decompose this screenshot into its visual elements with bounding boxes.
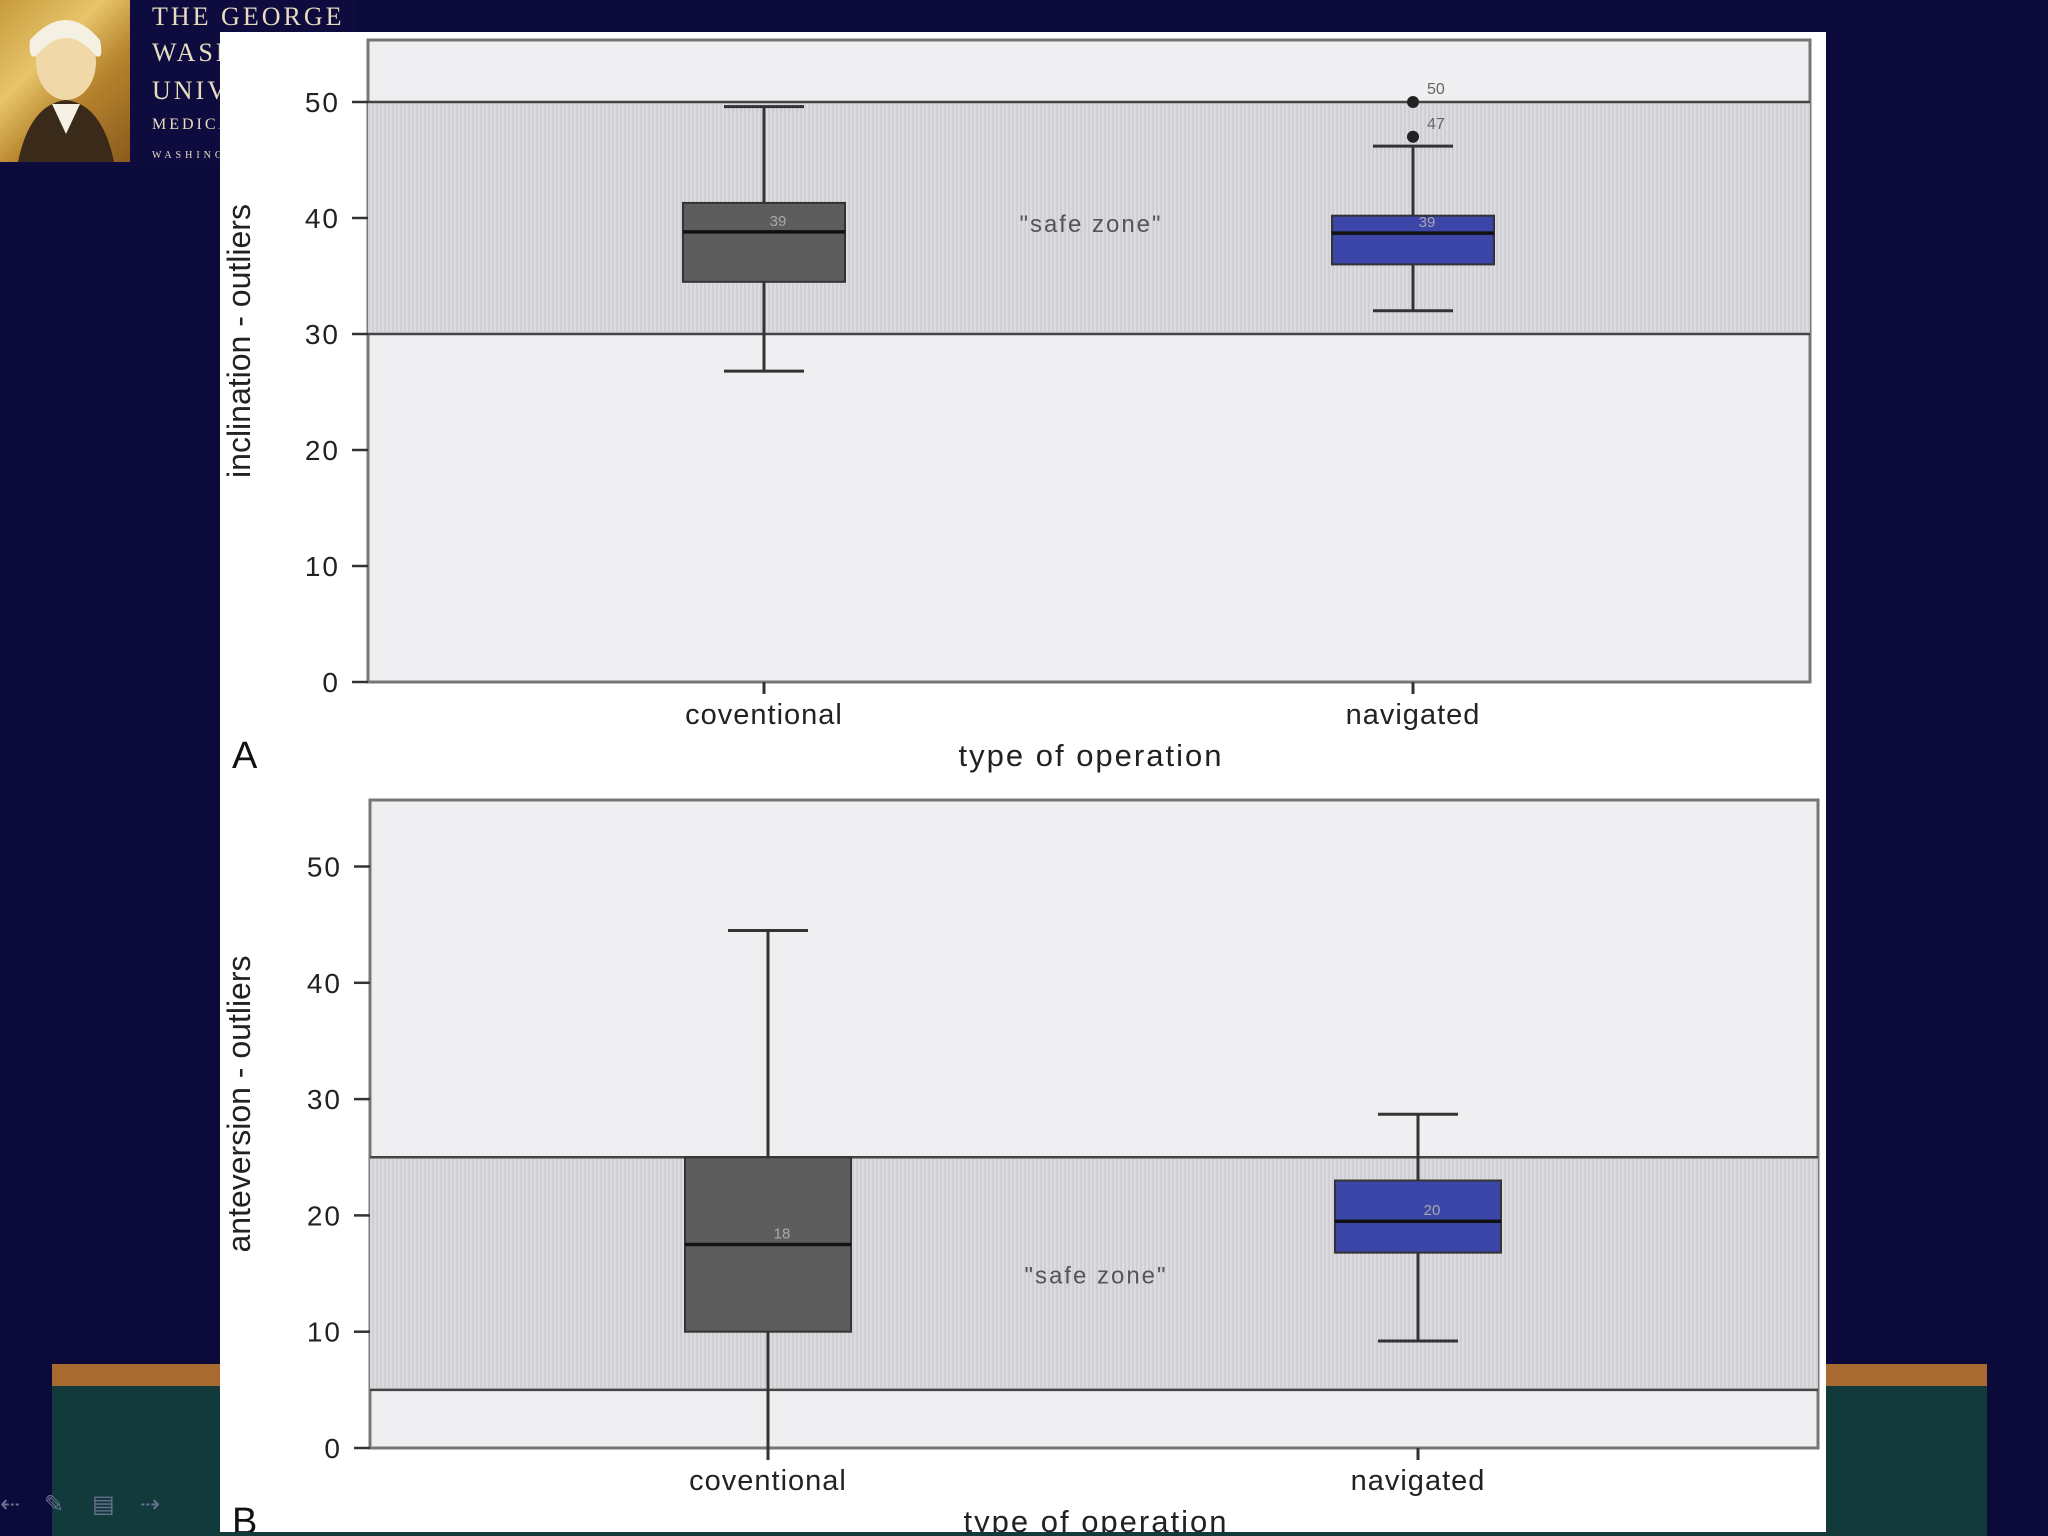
university-logo: THE GEORGE WASHINGTON UNIVERSITY MEDICAL…	[0, 0, 354, 166]
panel-b-panel-letter: B	[232, 1501, 257, 1532]
panel-b-safe-zone-label: "safe zone"	[1024, 1263, 1167, 1290]
panel-b-y-tick-label-20: 20	[307, 1200, 342, 1231]
logo-line-5: WASHINGTON DC	[152, 150, 283, 161]
panel-a-y-tick-label-0: 0	[322, 667, 340, 698]
next-slide-icon[interactable]: ⇢	[140, 1491, 161, 1518]
panel-a-navigated-outlier-label-50: 50	[1427, 81, 1445, 98]
panel-b-y-tick-label-30: 30	[307, 1084, 342, 1115]
panel-a-y-axis-label: inclination - outliers	[221, 204, 257, 478]
panel-a-coventional-box	[682, 201, 846, 283]
panel-b-navigated-median-label: 20	[1424, 1202, 1441, 1219]
panel-b-safe-zone-band	[370, 1157, 1818, 1390]
previous-slide-icon[interactable]: ⇠	[0, 1491, 21, 1518]
box-plot-svg: "safe zone" 0 10 20 30 40 50 inclination - outl…	[221, 38, 1820, 1532]
menu-icon[interactable]: ▤	[92, 1491, 115, 1518]
panel-a-coventional-median-label: 39	[770, 213, 787, 230]
panel-a-navigated-outlier-47	[1407, 130, 1419, 143]
panel-a-y-tick-label-30: 30	[305, 319, 340, 350]
panel-b-y-tick-label-50: 50	[307, 852, 342, 883]
panel-a-y-tick-label-10: 10	[305, 551, 340, 582]
panel-a-safe-zone-label: "safe zone"	[1019, 211, 1162, 238]
panel-a-y-tick-label-20: 20	[305, 435, 340, 466]
panel-b-x-axis-label: type of operation	[964, 1504, 1229, 1532]
panel-a-y-tick-label-40: 40	[305, 203, 340, 234]
panel-a-safe-zone-band	[368, 102, 1810, 334]
box-plot-figure: "safe zone" 0 10 20 30 40 50 inclination - outl…	[220, 32, 1826, 1532]
panel-a-navigated-outlier-50	[1407, 96, 1419, 108]
washington-portrait-icon	[0, 0, 130, 162]
slide-navigation[interactable]: ⇠ ✎ ▤ ⇢	[0, 1490, 180, 1520]
panel-b-y-tick-label-0: 0	[324, 1433, 342, 1464]
logo-line-1: THE GEORGE	[152, 2, 345, 31]
pen-icon[interactable]: ✎	[44, 1491, 65, 1518]
panel-a-navigated-box	[1331, 214, 1495, 266]
panel-b-coventional-median-label: 18	[774, 1225, 791, 1242]
panel-a-navigated-x-tick-label: navigated	[1346, 699, 1481, 731]
panel-b-navigated-box	[1334, 1179, 1502, 1254]
panel-b-y-tick-label-10: 10	[307, 1317, 342, 1348]
panel-a-coventional-x-tick-label: coventional	[685, 699, 843, 731]
panel-a-panel-letter: A	[232, 735, 258, 777]
panel-a-y-tick-label-50: 50	[305, 87, 340, 118]
panel-a-navigated-median-label: 39	[1419, 214, 1436, 231]
panel-b-y-tick-label-40: 40	[307, 968, 342, 999]
panel-a-navigated-outlier-label-47: 47	[1427, 116, 1445, 133]
panel-b-navigated-x-tick-label: navigated	[1351, 1465, 1486, 1497]
panel-b-y-axis-label: anteversion - outliers	[221, 955, 257, 1252]
panel-b-coventional-x-tick-label: coventional	[689, 1465, 847, 1497]
panel-a-x-axis-label: type of operation	[959, 738, 1224, 773]
